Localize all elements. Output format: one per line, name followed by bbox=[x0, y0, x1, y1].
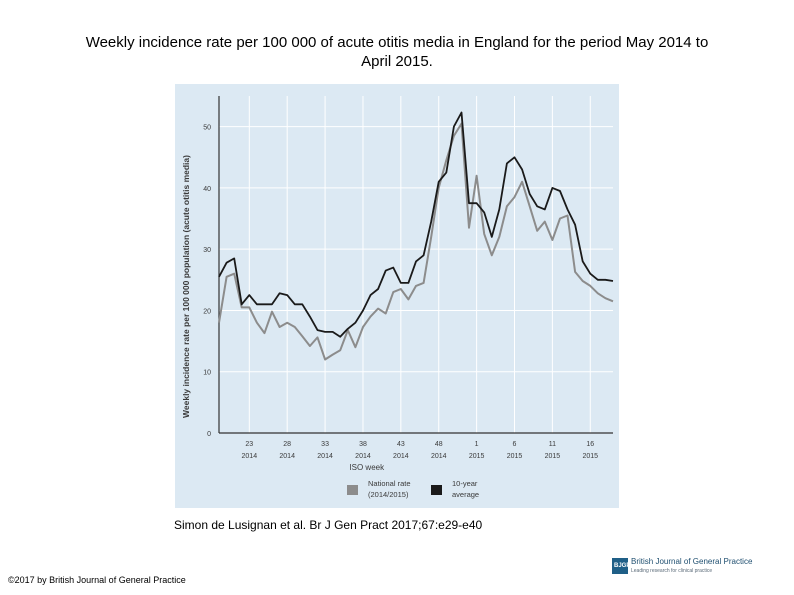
y-tick-label: 20 bbox=[203, 308, 211, 315]
x-tick-year: 2014 bbox=[393, 453, 409, 460]
y-tick-label: 40 bbox=[203, 186, 211, 193]
y-tick-label: 50 bbox=[203, 125, 211, 132]
x-tick-year: 2014 bbox=[317, 453, 333, 460]
x-axis-label: ISO week bbox=[349, 463, 385, 472]
x-tick-week: 33 bbox=[321, 441, 329, 448]
x-tick-week: 16 bbox=[586, 441, 594, 448]
x-tick-year: 2014 bbox=[431, 453, 447, 460]
citation: Simon de Lusignan et al. Br J Gen Pract … bbox=[174, 518, 483, 532]
chart-svg: 0 10 20 30 40 50 23 2014 28 2014 33 2014 38 2014 43 201… bbox=[175, 84, 619, 508]
y-tick-label: 0 bbox=[207, 431, 211, 438]
legend-label: average bbox=[452, 490, 479, 499]
x-tick-year: 2014 bbox=[355, 453, 371, 460]
legend-label: National rate bbox=[368, 479, 411, 488]
slide-title: Weekly incidence rate per 100 000 of acu… bbox=[20, 33, 774, 71]
x-tick-year: 2015 bbox=[507, 453, 523, 460]
x-tick-year: 2015 bbox=[545, 453, 561, 460]
x-tick-week: 11 bbox=[549, 441, 556, 448]
x-tick-week: 48 bbox=[435, 441, 443, 448]
series-lines bbox=[218, 111, 614, 361]
x-tick-week: 28 bbox=[283, 441, 291, 448]
logo-tagline: Leading research for clinical practice bbox=[631, 568, 713, 574]
x-tick-year: 2014 bbox=[279, 453, 295, 460]
logo-mark: BJGP bbox=[612, 558, 631, 574]
y-tick-label: 10 bbox=[203, 370, 211, 377]
x-tick-year: 2014 bbox=[242, 453, 258, 460]
y-axis-label: Weekly incidence rate per 100 000 popula… bbox=[181, 155, 191, 418]
legend: National rate (2014/2015) 10-year average bbox=[347, 479, 479, 499]
x-tick-week: 6 bbox=[513, 441, 517, 448]
axes bbox=[218, 96, 613, 434]
legend-label: 10-year bbox=[452, 479, 478, 488]
x-tick-week: 38 bbox=[359, 441, 367, 448]
y-tick-label: 30 bbox=[203, 247, 211, 254]
x-tick-year: 2015 bbox=[469, 453, 485, 460]
journal-logo: BJGP British Journal of General Practice… bbox=[612, 556, 762, 580]
x-tick-week: 23 bbox=[245, 441, 253, 448]
title-line-2: April 2015. bbox=[361, 53, 433, 70]
series-line-national-rate bbox=[218, 122, 614, 361]
copyright-notice: ©2017 by British Journal of General Prac… bbox=[8, 575, 186, 585]
legend-label: (2014/2015) bbox=[368, 490, 409, 499]
x-tick-year: 2015 bbox=[582, 453, 598, 460]
chart-figure: 0 10 20 30 40 50 23 2014 28 2014 33 2014 38 2014 43 201… bbox=[175, 84, 619, 508]
x-tick-week: 43 bbox=[397, 441, 405, 448]
title-line-1: Weekly incidence rate per 100 000 of acu… bbox=[85, 34, 709, 51]
x-tick-week: 1 bbox=[475, 441, 479, 448]
logo-journal-name: British Journal of General Practice bbox=[631, 557, 753, 566]
tick-labels: 0 10 20 30 40 50 23 2014 28 2014 33 2014 38 2014 43 201… bbox=[203, 125, 598, 460]
legend-swatch bbox=[347, 485, 358, 495]
series-line-10-year-average bbox=[218, 111, 614, 338]
grid-lines bbox=[219, 96, 613, 433]
logo-abbreviation: BJGP bbox=[614, 563, 631, 569]
legend-swatch bbox=[431, 485, 442, 495]
